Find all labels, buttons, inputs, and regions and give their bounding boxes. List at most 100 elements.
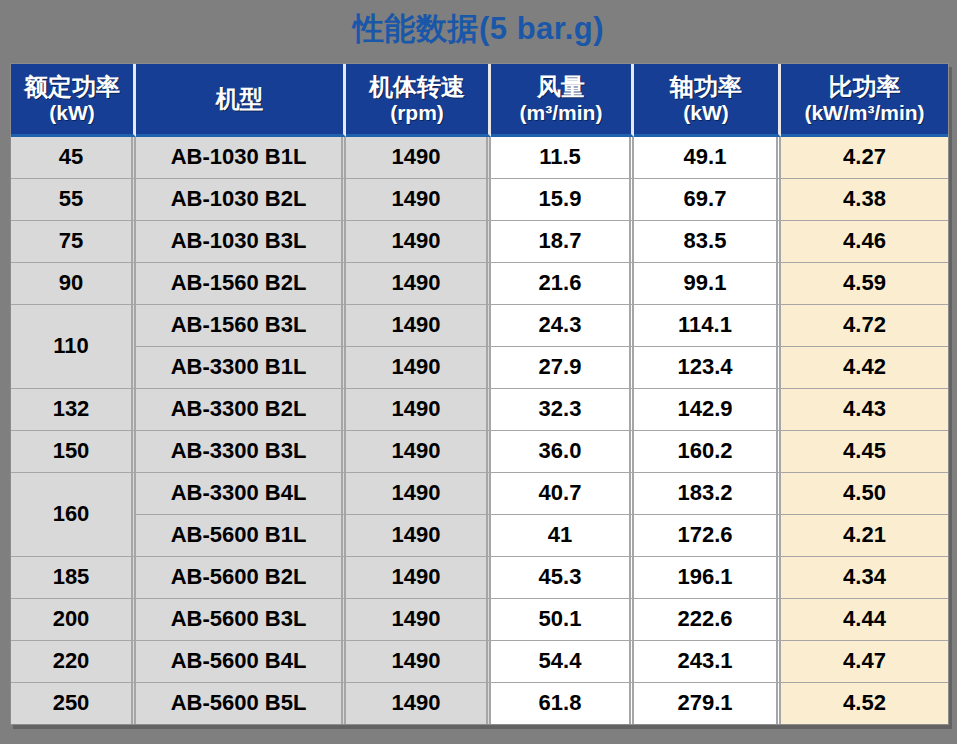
cell-specific-power: 4.47 (781, 641, 948, 683)
cell-specific-power: 4.50 (781, 473, 948, 515)
cell-shaft-power: 69.7 (634, 179, 781, 221)
cell-speed: 1490 (346, 137, 491, 179)
cell-speed: 1490 (346, 641, 491, 683)
cell-shaft-power: 243.1 (634, 641, 781, 683)
cell-model: AB-5600 B4L (136, 641, 346, 683)
cell-airflow: 40.7 (491, 473, 634, 515)
cell-speed: 1490 (346, 557, 491, 599)
cell-shaft-power: 172.6 (634, 515, 781, 557)
cell-airflow: 36.0 (491, 431, 634, 473)
header-label: 轴功率 (634, 73, 778, 101)
header-label: 机型 (136, 85, 343, 113)
cell-specific-power: 4.21 (781, 515, 948, 557)
cell-speed: 1490 (346, 599, 491, 641)
cell-speed: 1490 (346, 389, 491, 431)
cell-specific-power: 4.34 (781, 557, 948, 599)
cell-speed: 1490 (346, 305, 491, 347)
table-row: 132 AB-3300 B2L 1490 32.3 142.9 4.43 (11, 389, 948, 431)
cell-speed: 1490 (346, 179, 491, 221)
column-header-specific-power: 比功率 (kW/m³/min) (781, 64, 948, 137)
cell-airflow: 27.9 (491, 347, 634, 389)
cell-airflow: 50.1 (491, 599, 634, 641)
cell-airflow: 15.9 (491, 179, 634, 221)
cell-speed: 1490 (346, 431, 491, 473)
header-unit: (rpm) (346, 101, 488, 125)
cell-model: AB-3300 B4L (136, 473, 346, 515)
cell-rated-power: 75 (11, 221, 136, 263)
cell-airflow: 45.3 (491, 557, 634, 599)
page-title: 性能数据(5 bar.g) (0, 8, 957, 50)
cell-model: AB-5600 B2L (136, 557, 346, 599)
table-row: 250 AB-5600 B5L 1490 61.8 279.1 4.52 (11, 683, 948, 724)
table-row: 185 AB-5600 B2L 1490 45.3 196.1 4.34 (11, 557, 948, 599)
cell-speed: 1490 (346, 347, 491, 389)
cell-specific-power: 4.38 (781, 179, 948, 221)
cell-rated-power: 160 (11, 473, 136, 557)
cell-airflow: 32.3 (491, 389, 634, 431)
cell-specific-power: 4.43 (781, 389, 948, 431)
table-row: 110 AB-1560 B3L 1490 24.3 114.1 4.72 (11, 305, 948, 347)
column-header-model: 机型 (136, 64, 346, 137)
cell-airflow: 18.7 (491, 221, 634, 263)
cell-airflow: 54.4 (491, 641, 634, 683)
cell-shaft-power: 222.6 (634, 599, 781, 641)
table-row: 45 AB-1030 B1L 1490 11.5 49.1 4.27 (11, 137, 948, 179)
cell-shaft-power: 160.2 (634, 431, 781, 473)
cell-shaft-power: 142.9 (634, 389, 781, 431)
cell-model: AB-5600 B3L (136, 599, 346, 641)
cell-rated-power: 220 (11, 641, 136, 683)
table-row: 90 AB-1560 B2L 1490 21.6 99.1 4.59 (11, 263, 948, 305)
header-label: 比功率 (781, 73, 948, 101)
cell-rated-power: 132 (11, 389, 136, 431)
cell-speed: 1490 (346, 221, 491, 263)
table-row: 75 AB-1030 B3L 1490 18.7 83.5 4.46 (11, 221, 948, 263)
cell-model: AB-1560 B2L (136, 263, 346, 305)
table-row: AB-5600 B1L 1490 41 172.6 4.21 (11, 515, 948, 557)
cell-model: AB-1030 B3L (136, 221, 346, 263)
cell-airflow: 11.5 (491, 137, 634, 179)
table-row: 55 AB-1030 B2L 1490 15.9 69.7 4.38 (11, 179, 948, 221)
cell-shaft-power: 83.5 (634, 221, 781, 263)
cell-rated-power: 200 (11, 599, 136, 641)
cell-shaft-power: 123.4 (634, 347, 781, 389)
cell-rated-power: 250 (11, 683, 136, 724)
table-row: 160 AB-3300 B4L 1490 40.7 183.2 4.50 (11, 473, 948, 515)
cell-shaft-power: 183.2 (634, 473, 781, 515)
cell-shaft-power: 114.1 (634, 305, 781, 347)
column-header-shaft-power: 轴功率 (kW) (634, 64, 781, 137)
cell-model: AB-1030 B1L (136, 137, 346, 179)
cell-airflow: 24.3 (491, 305, 634, 347)
header-label: 机体转速 (346, 73, 488, 101)
table-row: 220 AB-5600 B4L 1490 54.4 243.1 4.47 (11, 641, 948, 683)
column-header-airflow: 风量 (m³/min) (491, 64, 634, 137)
cell-specific-power: 4.59 (781, 263, 948, 305)
table-container: 额定功率 (kW) 机型 机体转速 (rpm) 风量 (m³/min) 轴功率 … (10, 63, 947, 725)
cell-rated-power: 45 (11, 137, 136, 179)
cell-airflow: 21.6 (491, 263, 634, 305)
cell-model: AB-5600 B1L (136, 515, 346, 557)
cell-shaft-power: 279.1 (634, 683, 781, 724)
cell-airflow: 41 (491, 515, 634, 557)
cell-rated-power: 150 (11, 431, 136, 473)
cell-specific-power: 4.46 (781, 221, 948, 263)
cell-model: AB-3300 B3L (136, 431, 346, 473)
cell-model: AB-5600 B5L (136, 683, 346, 724)
table-row: 150 AB-3300 B3L 1490 36.0 160.2 4.45 (11, 431, 948, 473)
cell-specific-power: 4.44 (781, 599, 948, 641)
header-label: 额定功率 (11, 73, 133, 101)
cell-speed: 1490 (346, 473, 491, 515)
cell-rated-power: 110 (11, 305, 136, 389)
cell-model: AB-1030 B2L (136, 179, 346, 221)
header-unit: (m³/min) (491, 101, 631, 125)
cell-model: AB-3300 B1L (136, 347, 346, 389)
cell-shaft-power: 49.1 (634, 137, 781, 179)
cell-model: AB-1560 B3L (136, 305, 346, 347)
cell-model: AB-3300 B2L (136, 389, 346, 431)
column-header-speed: 机体转速 (rpm) (346, 64, 491, 137)
cell-specific-power: 4.27 (781, 137, 948, 179)
cell-speed: 1490 (346, 683, 491, 724)
table-row: AB-3300 B1L 1490 27.9 123.4 4.42 (11, 347, 948, 389)
header-unit: (kW/m³/min) (781, 101, 948, 125)
cell-specific-power: 4.52 (781, 683, 948, 724)
performance-table: 额定功率 (kW) 机型 机体转速 (rpm) 风量 (m³/min) 轴功率 … (10, 63, 949, 725)
